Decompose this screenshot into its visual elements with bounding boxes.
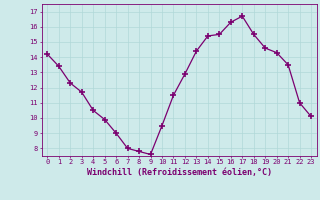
X-axis label: Windchill (Refroidissement éolien,°C): Windchill (Refroidissement éolien,°C) (87, 168, 272, 177)
